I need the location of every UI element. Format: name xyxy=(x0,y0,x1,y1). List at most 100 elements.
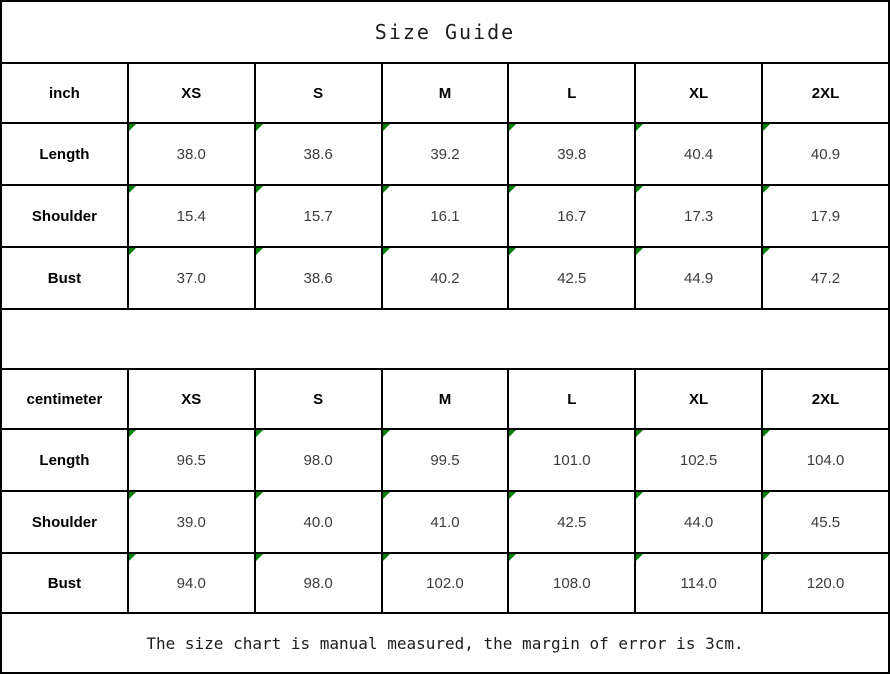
page-title: Size Guide xyxy=(0,0,890,64)
cell-value: 40.4 xyxy=(684,145,714,163)
cell-flag-icon xyxy=(129,555,136,561)
size-header-m: M xyxy=(380,368,510,430)
table-cell: 45.5 xyxy=(761,490,890,554)
table-cell: 47.2 xyxy=(761,246,890,310)
cell-flag-icon xyxy=(637,493,644,499)
cell-value: 39.8 xyxy=(557,145,587,163)
table-cell: 104.0 xyxy=(761,428,890,492)
table-row-inch-shoulder: Shoulder 15.4 15.7 16.1 16.7 17.3 17.9 xyxy=(0,184,890,248)
cell-flag-icon xyxy=(510,249,517,255)
table-cell: 40.2 xyxy=(380,246,510,310)
cell-flag-icon xyxy=(510,493,517,499)
table-cell: 114.0 xyxy=(634,552,764,614)
cell-flag-icon xyxy=(510,431,517,437)
cell-flag-icon xyxy=(383,125,390,131)
row-label: Length xyxy=(0,428,129,492)
table-row-cm-length: Length 96.5 98.0 99.5 101.0 102.5 104.0 xyxy=(0,428,890,492)
table-cell: 42.5 xyxy=(507,490,637,554)
size-header-s: S xyxy=(253,62,383,124)
row-label: Bust xyxy=(0,246,129,310)
row-label: Shoulder xyxy=(0,184,129,248)
row-label: Shoulder xyxy=(0,490,129,554)
table-cell: 39.0 xyxy=(126,490,256,554)
cell-flag-icon xyxy=(129,249,136,255)
cell-value: 15.7 xyxy=(303,207,333,225)
cell-value: 40.9 xyxy=(810,145,841,163)
cell-value: 104.0 xyxy=(806,451,845,469)
cell-value: 39.0 xyxy=(176,513,206,531)
size-header-s: S xyxy=(253,368,383,430)
cell-flag-icon xyxy=(764,555,771,561)
table-cell: 39.8 xyxy=(507,122,637,186)
cell-value: 17.3 xyxy=(684,207,714,225)
cell-flag-icon xyxy=(383,493,390,499)
table-cell: 38.6 xyxy=(253,246,383,310)
table-cell: 40.9 xyxy=(761,122,890,186)
table-cell: 40.0 xyxy=(253,490,383,554)
cell-value: 99.5 xyxy=(430,451,460,469)
cell-flag-icon xyxy=(764,249,771,255)
table-cell: 96.5 xyxy=(126,428,256,492)
cell-flag-icon xyxy=(764,493,771,499)
cell-flag-icon xyxy=(383,187,390,193)
cell-flag-icon xyxy=(637,431,644,437)
cell-flag-icon xyxy=(256,431,263,437)
cell-value: 40.2 xyxy=(430,269,460,287)
table-cell: 41.0 xyxy=(380,490,510,554)
cell-flag-icon xyxy=(383,555,390,561)
cell-flag-icon xyxy=(129,187,136,193)
table-cell: 98.0 xyxy=(253,428,383,492)
cell-value: 37.0 xyxy=(176,269,206,287)
table-cell: 38.0 xyxy=(126,122,256,186)
unit-header-inch: inch xyxy=(0,62,129,124)
table-cell: 37.0 xyxy=(126,246,256,310)
table-row-cm-bust: Bust 94.0 98.0 102.0 108.0 114.0 120.0 xyxy=(0,552,890,614)
cell-flag-icon xyxy=(637,555,644,561)
cell-value: 94.0 xyxy=(176,574,206,592)
size-header-xs: XS xyxy=(126,62,256,124)
cell-flag-icon xyxy=(764,431,771,437)
centimeter-header-row: centimeter XS S M L XL 2XL xyxy=(0,368,890,430)
size-header-xl: XL xyxy=(634,62,764,124)
cell-value: 108.0 xyxy=(553,574,591,592)
cell-flag-icon xyxy=(383,249,390,255)
table-cell: 108.0 xyxy=(507,552,637,614)
title-row: Size Guide xyxy=(0,0,890,64)
cell-flag-icon xyxy=(764,125,771,131)
cell-value: 102.5 xyxy=(679,451,718,469)
cell-value: 17.9 xyxy=(810,207,841,225)
table-cell: 44.0 xyxy=(634,490,764,554)
cell-value: 44.9 xyxy=(684,269,714,287)
measurement-note: The size chart is manual measured, the m… xyxy=(0,612,890,674)
cell-value: 101.0 xyxy=(553,451,591,469)
cell-value: 102.0 xyxy=(426,574,464,592)
cell-value: 98.0 xyxy=(303,574,333,592)
cell-value: 38.0 xyxy=(176,145,206,163)
cell-flag-icon xyxy=(637,249,644,255)
cell-value: 45.5 xyxy=(810,513,841,531)
table-cell: 40.4 xyxy=(634,122,764,186)
cell-flag-icon xyxy=(129,431,136,437)
size-header-m: M xyxy=(380,62,510,124)
table-cell: 17.3 xyxy=(634,184,764,248)
table-cell: 39.2 xyxy=(380,122,510,186)
table-row-inch-length: Length 38.0 38.6 39.2 39.8 40.4 40.9 xyxy=(0,122,890,186)
cell-value: 120.0 xyxy=(806,574,845,592)
table-cell: 98.0 xyxy=(253,552,383,614)
cell-flag-icon xyxy=(256,125,263,131)
cell-flag-icon xyxy=(510,187,517,193)
table-cell: 16.1 xyxy=(380,184,510,248)
table-cell: 102.5 xyxy=(634,428,764,492)
table-cell: 16.7 xyxy=(507,184,637,248)
cell-value: 41.0 xyxy=(430,513,460,531)
table-cell: 42.5 xyxy=(507,246,637,310)
cell-value: 114.0 xyxy=(680,574,717,592)
size-header-xs: XS xyxy=(126,368,256,430)
table-cell: 94.0 xyxy=(126,552,256,614)
cell-flag-icon xyxy=(764,187,771,193)
cell-flag-icon xyxy=(510,125,517,131)
cell-flag-icon xyxy=(256,493,263,499)
size-header-l: L xyxy=(507,368,637,430)
